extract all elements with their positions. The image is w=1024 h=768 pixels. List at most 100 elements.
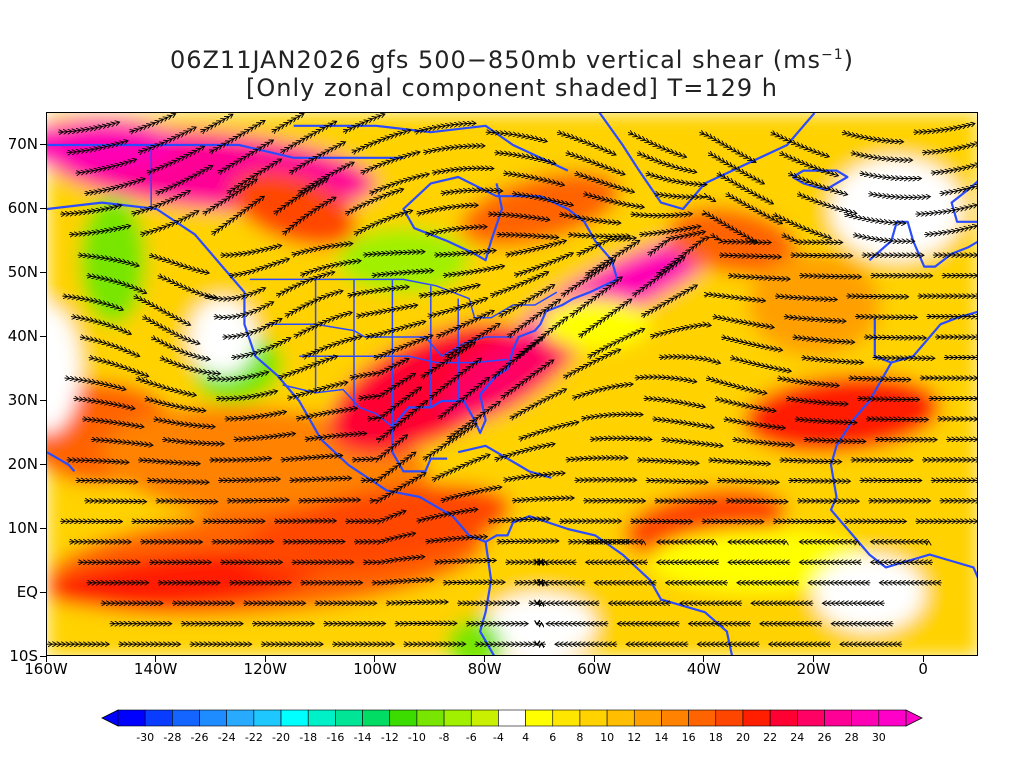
colorbar-swatch	[172, 709, 200, 727]
streamline	[220, 246, 281, 256]
streamline	[135, 378, 196, 395]
streamline	[729, 358, 790, 372]
streamline	[588, 329, 644, 357]
x-axis-label: 60W	[577, 660, 612, 678]
y-tick	[40, 655, 46, 657]
streamline	[162, 439, 223, 443]
colorbar-label: 20	[736, 731, 750, 744]
streamline	[630, 214, 691, 216]
streamline	[418, 285, 480, 296]
streamline	[364, 322, 425, 337]
streamline	[148, 255, 208, 273]
streamline	[589, 438, 651, 439]
colorbar-label: -20	[272, 731, 290, 744]
streamline	[503, 173, 563, 185]
shear-shading	[47, 113, 977, 655]
streamline	[215, 391, 277, 399]
streamline	[75, 480, 137, 482]
y-axis-label: 10N	[7, 519, 38, 537]
streamline	[354, 533, 415, 541]
streamline	[137, 128, 195, 153]
streamline	[64, 378, 126, 389]
streamline	[73, 398, 134, 408]
streamline	[652, 419, 713, 428]
streamline	[565, 153, 625, 175]
streamline	[654, 501, 715, 502]
streamline	[416, 205, 478, 214]
shear-map	[47, 113, 977, 655]
streamline	[643, 398, 705, 407]
colorbar-swatch	[389, 709, 418, 727]
colorbar-swatch	[715, 709, 744, 727]
streamline	[289, 478, 350, 480]
colorbar-low-arrow	[101, 709, 119, 727]
shading-region	[485, 593, 596, 655]
streamline	[699, 132, 755, 162]
y-axis-label: 10S	[9, 647, 38, 665]
streamline	[790, 255, 851, 256]
streamline	[280, 456, 342, 460]
streamline	[303, 337, 362, 358]
streamline	[496, 541, 558, 542]
x-axis-label: 140W	[133, 660, 178, 678]
colorbar-swatch	[498, 709, 526, 727]
colorbar-swatch	[661, 709, 689, 727]
streamline	[712, 317, 774, 328]
colorbar-label: -12	[381, 731, 399, 744]
streamline	[79, 337, 139, 356]
streamline	[352, 130, 410, 152]
streamline	[779, 460, 840, 462]
streamline	[442, 582, 504, 583]
colorbar-swatch	[688, 709, 717, 727]
streamline	[574, 480, 635, 481]
streamline	[660, 439, 722, 446]
shading-region	[337, 228, 470, 293]
colorbar-swatch	[144, 709, 173, 727]
colorbar-swatch	[851, 709, 880, 727]
colorbar-label: 24	[790, 731, 804, 744]
streamline	[349, 359, 409, 378]
streamline	[850, 153, 912, 160]
shading-region	[748, 253, 881, 357]
colorbar-swatch	[253, 709, 282, 727]
streamline	[574, 173, 633, 192]
y-tick	[40, 143, 46, 145]
y-tick	[40, 591, 46, 593]
colorbar-swatch	[742, 709, 771, 727]
streamline	[485, 132, 547, 141]
streamline	[658, 357, 720, 363]
colorbar-swatch	[307, 709, 336, 727]
streamline	[785, 398, 847, 404]
streamline	[641, 286, 696, 317]
streamline	[583, 194, 643, 208]
streamline	[503, 473, 564, 480]
streamline	[345, 511, 405, 521]
streamline	[725, 501, 787, 502]
streamline	[440, 487, 501, 501]
colorbar-label: -10	[408, 731, 426, 744]
streamline	[649, 325, 710, 338]
streamline	[272, 114, 303, 132]
streamline	[572, 384, 632, 398]
streamline	[425, 227, 486, 235]
streamline	[855, 317, 916, 318]
streamline	[727, 276, 789, 280]
streamline	[803, 439, 865, 441]
streamline	[134, 296, 190, 325]
x-axis-label: 80W	[467, 660, 502, 678]
streamline	[153, 419, 214, 427]
colorbar-swatch	[416, 709, 445, 727]
streamline	[62, 296, 122, 310]
map-title-line-1: 06Z11JAN2026 gfs 500−850mb vertical shea…	[169, 46, 855, 74]
streamline	[416, 509, 478, 521]
colorbar-swatch	[362, 709, 391, 727]
y-tick	[40, 271, 46, 273]
colorbar-label: -4	[493, 731, 504, 744]
streamline	[866, 419, 927, 420]
colorbar-swatch	[525, 709, 554, 727]
streamline	[298, 500, 359, 501]
colorbar-label: -6	[466, 731, 477, 744]
colorbar-swatch	[878, 709, 907, 727]
streamline	[291, 244, 353, 256]
shading-region	[47, 305, 80, 433]
